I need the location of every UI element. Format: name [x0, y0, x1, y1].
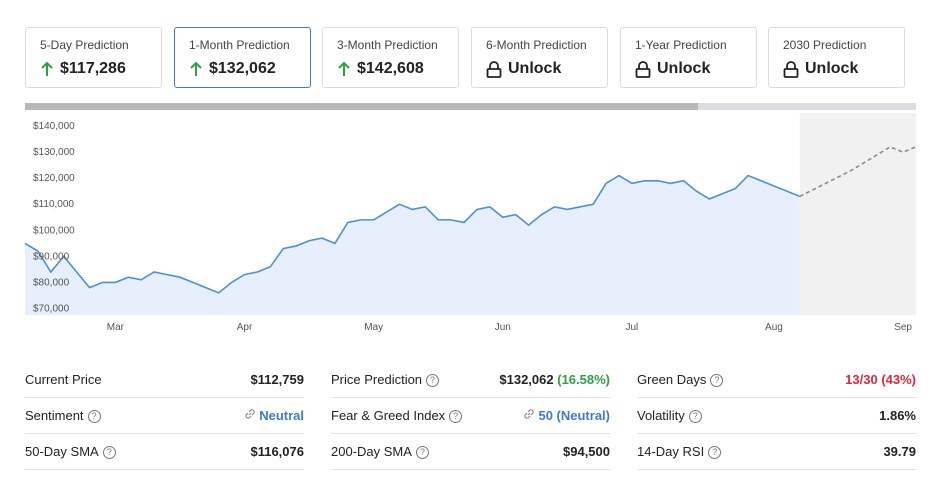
- card-value: Unlock: [508, 60, 562, 77]
- help-icon[interactable]: ?: [688, 410, 702, 424]
- help-icon[interactable]: ?: [87, 410, 101, 424]
- stat-value: 13/30 (43%): [845, 372, 916, 387]
- card[interactable]: 2030 Prediction Unlock: [768, 27, 905, 88]
- stat-row: 200-Day SMA? $94,500: [331, 434, 610, 470]
- stat-value[interactable]: Neutral: [259, 408, 304, 423]
- link-icon: [524, 409, 534, 419]
- stat-label: Sentiment: [25, 407, 84, 423]
- lock-icon: [486, 60, 502, 78]
- card-value: Unlock: [657, 60, 711, 77]
- card-value: $132,062: [209, 60, 276, 77]
- help-icon[interactable]: ?: [415, 446, 429, 460]
- area: [25, 175, 800, 315]
- stat-label: Fear & Greed Index: [331, 407, 446, 423]
- card-label: 2030 Prediction: [783, 38, 867, 52]
- card[interactable]: 1-Year Prediction Unlock: [620, 27, 757, 88]
- card-label: 1-Month Prediction: [189, 38, 290, 52]
- stat-change: (16.58%): [557, 372, 610, 387]
- stat-label: Volatility: [637, 407, 685, 423]
- card[interactable]: 5-Day Prediction $117,286: [25, 27, 162, 88]
- card-label: 6-Month Prediction: [486, 38, 587, 52]
- stat-label: Price Prediction: [331, 371, 423, 387]
- stat-row: Sentiment? Neutral: [25, 398, 304, 434]
- stat-row: 14-Day RSI? 39.79: [637, 434, 916, 470]
- card-value-box: Unlock: [635, 60, 710, 78]
- y-tick-label: $100,000: [33, 225, 75, 236]
- forecast-region: [799, 113, 916, 315]
- help-icon[interactable]: ?: [102, 446, 116, 460]
- x-tick-label: Jul: [626, 322, 639, 333]
- card[interactable]: 3-Month Prediction $142,608: [322, 27, 459, 88]
- card-value-box: $132,062: [189, 60, 276, 78]
- up-arrow: [190, 61, 202, 76]
- stat-row: Volatility? 1.86%: [637, 398, 916, 434]
- y-tick-label: $140,000: [33, 121, 75, 132]
- line: [24, 174, 801, 294]
- card-value-box: Unlock: [783, 60, 858, 78]
- y-tick-label: $70,000: [33, 303, 70, 314]
- help-icon[interactable]: ?: [708, 446, 722, 460]
- card-value-box: $117,286: [40, 60, 126, 78]
- line: [799, 145, 917, 198]
- y-tick-label: $80,000: [33, 277, 70, 288]
- card-value: $142,608: [357, 60, 424, 77]
- x-tick-label: Jun: [495, 322, 511, 333]
- help-icon[interactable]: ?: [426, 374, 440, 388]
- y-tick-label: $90,000: [33, 251, 70, 262]
- y-tick-label: $130,000: [33, 147, 75, 158]
- help-icon[interactable]: ?: [710, 374, 724, 388]
- progress-fill: [25, 103, 698, 110]
- stat-value: $132,062: [499, 372, 554, 387]
- stat-row: 50-Day SMA? $116,076: [25, 434, 304, 470]
- x-tick-label: May: [364, 322, 383, 333]
- card-value: $117,286: [60, 60, 126, 77]
- card-label: 1-Year Prediction: [635, 38, 727, 52]
- stat-row: Current Price $112,759: [25, 362, 304, 398]
- stat-label: 50-Day SMA: [25, 443, 99, 459]
- y-tick-label: $120,000: [33, 173, 75, 184]
- stat-label: 200-Day SMA: [331, 443, 412, 459]
- x-tick-label: Apr: [237, 322, 253, 333]
- stat-row: Fear & Greed Index? 50 (Neutral): [331, 398, 610, 434]
- card-value: Unlock: [805, 60, 859, 77]
- lock-icon: [635, 60, 651, 78]
- card[interactable]: 1-Month Prediction $132,062: [174, 27, 311, 88]
- help-icon[interactable]: ?: [449, 410, 463, 424]
- y-tick-label: $110,000: [33, 199, 74, 210]
- card-label: 5-Day Prediction: [40, 38, 129, 52]
- x-tick-label: Aug: [765, 322, 783, 333]
- card-value-box: Unlock: [486, 60, 561, 78]
- stat-label: Current Price: [25, 372, 102, 387]
- progress-bar: [25, 103, 916, 110]
- chart: $70,000 $80,000 $90,000 $100,000 $110,000 $12…: [24, 113, 917, 333]
- stat-value: 1.86%: [879, 408, 916, 423]
- card-value-box: $142,608: [337, 60, 424, 78]
- stat-label: 14-Day RSI: [637, 443, 705, 459]
- stat-value: $112,759: [250, 372, 304, 387]
- lock-icon: [783, 60, 799, 78]
- x-tick-label: Mar: [107, 322, 125, 333]
- stat-value: 39.79: [883, 444, 916, 459]
- stat-value: $116,076: [250, 444, 304, 459]
- stat-row: Green Days? 13/30 (43%): [637, 362, 916, 398]
- up-arrow: [338, 61, 350, 76]
- up-arrow: [41, 61, 53, 76]
- stat-value[interactable]: 50 (Neutral): [538, 408, 610, 423]
- stat-value: $94,500: [563, 444, 610, 459]
- link-icon: [244, 409, 255, 419]
- stat-row: Price Prediction? $132,062 (16.58%): [331, 362, 610, 398]
- card-label: 3-Month Prediction: [337, 38, 438, 52]
- stat-label: Green Days: [637, 371, 707, 387]
- card[interactable]: 6-Month Prediction Unlock: [471, 27, 608, 88]
- x-tick-label: Sep: [894, 322, 912, 333]
